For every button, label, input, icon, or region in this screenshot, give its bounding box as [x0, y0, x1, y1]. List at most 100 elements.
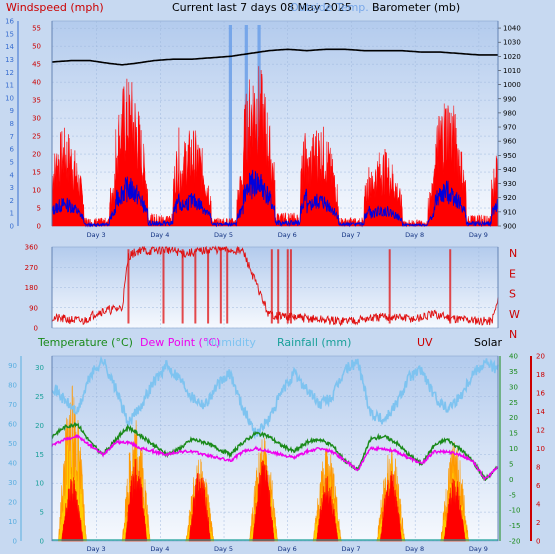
compass-label: W	[509, 308, 520, 321]
direction-tick-label: 90	[29, 304, 38, 312]
uv-series-hump	[252, 460, 275, 542]
barometer-axis-title: Barometer (mb)	[372, 1, 460, 14]
wind-mph-tick-label: 35	[32, 97, 41, 105]
wind-ms-tick-label: 12	[5, 69, 14, 77]
uv-tick-label: 8	[536, 464, 540, 472]
wind-ms-tick-label: 16	[5, 18, 14, 26]
rainfall-tick-label: 15	[35, 451, 44, 459]
temperature-day-label: Day 6	[278, 545, 297, 553]
barometer-tick-label: 900	[503, 223, 516, 231]
wind-direction-flip	[181, 249, 184, 324]
temperature-tick-label: -10	[509, 507, 520, 515]
barometer-tick-label: 920	[503, 194, 516, 202]
humidity-tick-label: 70	[8, 401, 17, 409]
barometer-tick-label: 1000	[503, 81, 521, 89]
uv-tick-label: 16	[536, 390, 545, 398]
wind-mph-tick-label: 20	[32, 151, 41, 159]
compass-label: S	[509, 288, 516, 301]
wind-ms-tick-label: 4	[10, 171, 15, 179]
temperature-day-label: Day 5	[214, 545, 233, 553]
wind-direction-flip	[219, 249, 222, 324]
wind-ms-tick-label: 2	[10, 197, 14, 205]
wind-day-label: Day 8	[405, 231, 424, 239]
legend-solar: Solar	[474, 336, 503, 349]
barometer-tick-label: 910	[503, 208, 516, 216]
uv-tick-label: 2	[536, 519, 540, 527]
wind-ms-tick-label: 15	[5, 30, 14, 38]
humidity-tick-label: 60	[8, 421, 17, 429]
wind-ms-tick-label: 3	[10, 184, 14, 192]
temperature-tick-label: -5	[509, 491, 516, 499]
temperature-tick-label: 5	[509, 460, 513, 468]
uv-tick-label: 18	[536, 371, 545, 379]
wind-direction-flip	[277, 249, 280, 324]
windspeed-axis-title: Windspeed (mph)	[6, 1, 104, 14]
wind-mph-tick-label: 0	[37, 223, 41, 231]
wind-direction-flip	[270, 249, 273, 324]
rainfall-tick-label: 30	[35, 364, 44, 372]
temperature-day-label: Day 4	[150, 545, 169, 553]
barometer-tick-label: 1040	[503, 25, 521, 33]
wind-ms-tick-label: 11	[5, 82, 14, 90]
wind-ms-tick-label: 8	[10, 120, 14, 128]
temperature-tick-label: 30	[509, 383, 518, 391]
barometer-tick-label: 970	[503, 124, 516, 132]
temperature-tick-label: -20	[509, 538, 520, 546]
uv-tick-label: 12	[536, 427, 545, 435]
legend-temperature: Temperature (°C)	[37, 336, 133, 349]
barometer-tick-label: 950	[503, 152, 516, 160]
uv-series-hump	[443, 478, 466, 542]
uv-tick-label: 6	[536, 482, 541, 490]
uv-series-hump	[188, 473, 211, 542]
series-line-layer	[51, 48, 499, 541]
temperature-tick-label: 10	[509, 445, 518, 453]
wind-ms-tick-label: 6	[10, 146, 15, 154]
humidity-tick-label: 90	[8, 362, 17, 370]
wind-direction-flip	[226, 249, 229, 324]
humidity-tick-label: 80	[8, 382, 17, 390]
wind-average-series	[51, 169, 499, 228]
barometer-tick-label: 960	[503, 138, 516, 146]
wind-ms-tick-label: 9	[10, 107, 14, 115]
rainfall-tick-label: 25	[35, 393, 44, 401]
wind-ms-tick-label: 7	[10, 133, 14, 141]
temperature-day-label: Day 3	[87, 545, 106, 553]
temperature-tick-label: 35	[509, 368, 518, 376]
outside-temp-legend: Outside Temp. ---	[290, 1, 384, 14]
legend-humidity: Humidity	[206, 336, 256, 349]
bar-fill-layer	[51, 25, 499, 542]
rainfall-tick-label: 0	[40, 538, 44, 546]
temperature-tick-label: 25	[509, 399, 518, 407]
wind-day-label: Day 5	[214, 231, 233, 239]
wind-mph-tick-label: 25	[32, 133, 41, 141]
axis-layer: 0510152025303540455055012345678910111213…	[5, 18, 545, 554]
humidity-tick-label: 0	[13, 538, 17, 546]
legend-rainfall: Rainfall (mm)	[277, 336, 351, 349]
direction-tick-label: 0	[34, 325, 38, 333]
temperature-day-label: Day 8	[405, 545, 424, 553]
compass-label: N	[509, 247, 517, 260]
uv-tick-label: 10	[536, 445, 545, 453]
uv-tick-label: 0	[536, 538, 540, 546]
direction-tick-label: 360	[25, 244, 38, 252]
direction-tick-label: 180	[25, 284, 38, 292]
wind-mph-tick-label: 40	[32, 79, 41, 87]
uv-series-hump	[316, 476, 339, 542]
temperature-tick-label: 40	[509, 353, 518, 361]
uv-tick-label: 14	[536, 408, 545, 416]
wind-direction-flip	[207, 249, 210, 324]
humidity-tick-label: 10	[8, 518, 17, 526]
compass-label: E	[509, 267, 516, 280]
temperature-tick-label: 0	[509, 476, 513, 484]
wind-mph-tick-label: 10	[32, 187, 41, 195]
wind-day-label: Day 6	[278, 231, 297, 239]
barometer-tick-label: 1020	[503, 53, 521, 61]
wind-day-label: Day 7	[341, 231, 360, 239]
uv-tick-label: 4	[536, 501, 541, 509]
humidity-tick-label: 20	[8, 499, 17, 507]
barometer-tick-label: 930	[503, 180, 516, 188]
wind-day-label: Day 4	[150, 231, 169, 239]
temperature-day-label: Day 9	[469, 545, 488, 553]
chart-title: Current last 7 days 08 May 2025	[172, 1, 352, 14]
wind-mph-tick-label: 15	[32, 169, 41, 177]
